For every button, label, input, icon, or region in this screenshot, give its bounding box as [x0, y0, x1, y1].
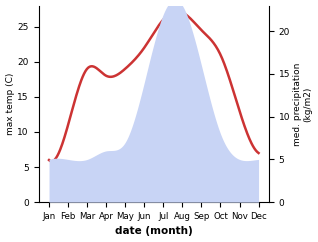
X-axis label: date (month): date (month)	[115, 227, 193, 236]
Y-axis label: max temp (C): max temp (C)	[5, 73, 15, 135]
Y-axis label: med. precipitation
(kg/m2): med. precipitation (kg/m2)	[293, 62, 313, 145]
